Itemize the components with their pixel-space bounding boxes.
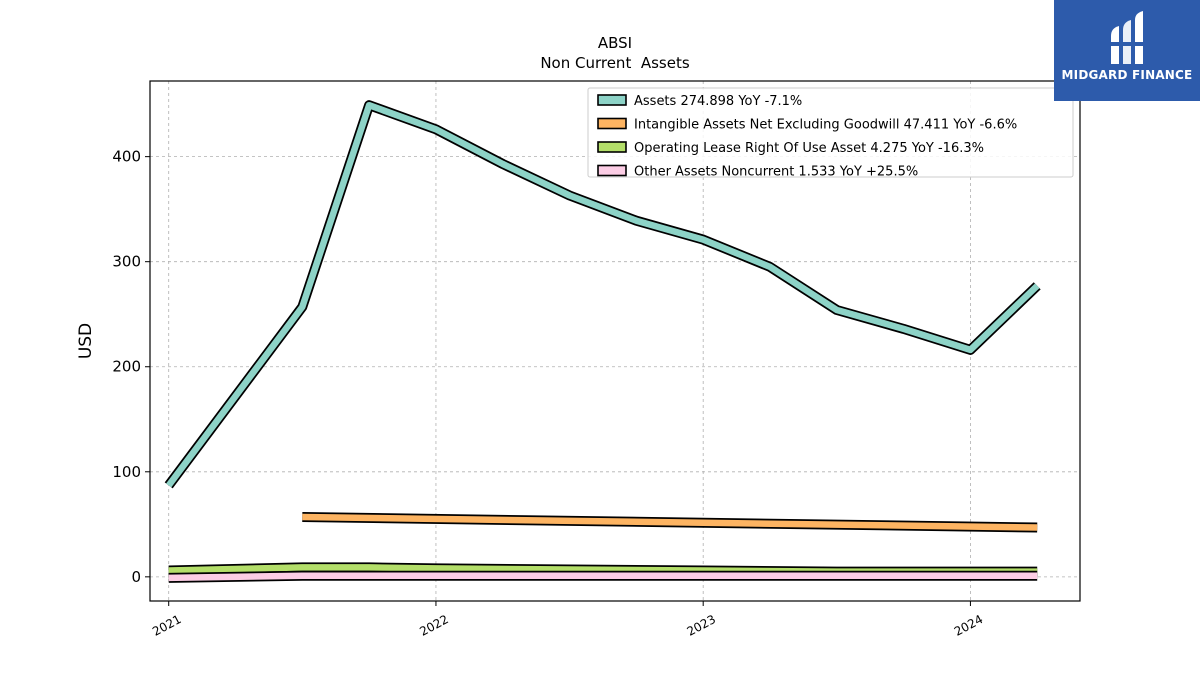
legend-label: Other Assets Noncurrent 1.533 YoY +25.5% [634, 165, 918, 180]
legend-swatch [597, 94, 627, 106]
series-line-3 [168, 572, 1038, 582]
y-tick-label: 300 [112, 253, 141, 271]
series-line-1 [302, 513, 1038, 531]
y-axis-label: USD [76, 323, 96, 359]
legend-swatch [597, 117, 627, 130]
chart-subtitle: Non Current Assets [540, 54, 690, 72]
x-tick-label: 2023 [685, 612, 719, 639]
midgard-logo-icon [1109, 11, 1145, 64]
brand-logo: MIDGARD FINANCE [1054, 0, 1200, 101]
chart-title: ABSI [598, 34, 632, 52]
brand-logo-text: MIDGARD FINANCE [1061, 68, 1193, 82]
legend: Assets 274.898 YoY -7.1% Intangible Asset… [587, 87, 1074, 180]
legend-label: Assets 274.898 YoY -7.1% [634, 94, 802, 109]
legend-swatch [597, 141, 627, 153]
y-tick-label: 0 [131, 568, 141, 586]
x-tick-label: 2022 [417, 612, 451, 639]
series-layer [164, 100, 1041, 583]
x-tick-label: 2021 [150, 612, 184, 639]
y-tick-label: 400 [112, 148, 141, 166]
legend-label: Operating Lease Right Of Use Asset 4.275… [634, 141, 984, 156]
legend-box [587, 87, 1074, 178]
legend-label: Intangible Assets Net Excluding Goodwill… [634, 118, 1017, 133]
y-tick-label: 200 [112, 358, 141, 376]
y-tick-label: 100 [112, 463, 141, 481]
x-tick-label: 2024 [952, 612, 986, 639]
plot-frame [149, 80, 1081, 602]
legend-swatch [597, 164, 627, 177]
series-line-0 [166, 101, 1040, 488]
